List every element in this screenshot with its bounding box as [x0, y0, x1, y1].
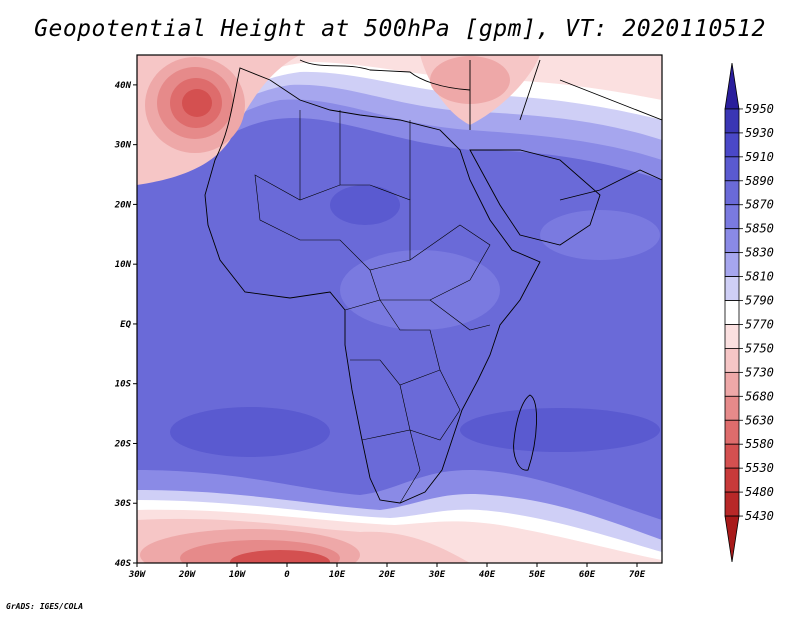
- colorbar-label: 5770: [745, 317, 774, 331]
- x-tick-label: 40E: [479, 570, 496, 580]
- x-tick-label: 30W: [128, 570, 147, 580]
- colorbar-segment: [724, 156, 740, 182]
- colorbar-label: 5790: [745, 294, 774, 308]
- geopotential-field: [137, 55, 662, 563]
- y-tick-label: 40S: [115, 559, 132, 569]
- colorbar-label: 5930: [745, 126, 774, 140]
- y-tick-label: 30S: [114, 499, 132, 509]
- colorbar-label: 5750: [745, 341, 774, 355]
- x-tick-label: 30E: [428, 570, 446, 580]
- colorbar-label: 5580: [745, 437, 774, 451]
- colorbar-label: 5630: [745, 413, 774, 427]
- colorbar-label: 5850: [745, 222, 774, 236]
- colorbar-segment: [724, 348, 740, 373]
- colorbar-label: 5730: [745, 365, 774, 379]
- coastlines: [204, 59, 662, 504]
- colorbar-label: 5830: [745, 246, 774, 260]
- colorbar-segment: [724, 276, 740, 301]
- colorbar-label: 5890: [745, 174, 774, 188]
- colorbar-segment: [724, 62, 740, 110]
- x-axis-ticks: 30W 20W 10W 0 10E 20E 30E 40E 50E 60E 70E: [128, 563, 646, 580]
- y-tick-label: 20N: [114, 200, 132, 210]
- colorbar-segment: [724, 395, 740, 421]
- x-tick-label: 10W: [229, 570, 247, 580]
- colorbar-segment: [724, 180, 740, 206]
- colorbar-label: 5430: [745, 509, 774, 523]
- x-tick-label: 20W: [178, 570, 197, 580]
- colorbar-segment: [724, 515, 740, 563]
- x-tick-label: 70E: [629, 570, 646, 580]
- footer-credit: GrADS: IGES/COLA: [6, 602, 84, 611]
- colorbar-label: 5870: [745, 198, 774, 212]
- x-tick-label: 0: [284, 570, 290, 580]
- map-title: Geopotential Height at 500hPa [gpm], VT:…: [34, 16, 766, 42]
- colorbar-segment: [724, 132, 740, 158]
- colorbar: 5950 5930 5910 5890 5870 5850 5830 5810 5790 5770…: [724, 62, 774, 563]
- country-borders: [254, 110, 491, 504]
- y-tick-label: 40N: [115, 81, 132, 91]
- x-tick-label: 60E: [579, 570, 596, 580]
- y-tick-label: 10N: [115, 260, 132, 270]
- colorbar-segment: [724, 228, 740, 254]
- colorbar-segment: [724, 204, 740, 230]
- colorbar-label: 5530: [745, 461, 774, 475]
- colorbar-label: 5950: [745, 102, 774, 116]
- colorbar-segment: [724, 443, 740, 469]
- colorbar-segment: [724, 467, 740, 493]
- x-tick-label: 10E: [329, 570, 346, 580]
- colorbar-segment: [724, 324, 740, 349]
- colorbar-segment: [724, 491, 740, 517]
- x-tick-label: 20E: [378, 570, 396, 580]
- x-tick-label: 50E: [529, 570, 546, 580]
- y-axis-ticks: 40S 30S 20S 10S EQ 10N 20N 30N 40N: [114, 81, 137, 569]
- colorbar-label: 5810: [745, 270, 774, 284]
- y-tick-label: 30N: [114, 141, 132, 151]
- colorbar-segment: [724, 300, 740, 325]
- y-tick-label: EQ: [120, 320, 131, 330]
- colorbar-segment: [724, 371, 740, 397]
- colorbar-label: 5480: [745, 485, 774, 499]
- colorbar-label: 5680: [745, 389, 774, 403]
- y-tick-label: 20S: [114, 439, 132, 449]
- colorbar-segment: [724, 108, 740, 134]
- y-tick-label: 10S: [115, 380, 132, 390]
- map-frame: [136, 54, 663, 564]
- colorbar-segment: [724, 252, 740, 277]
- colorbar-segment: [724, 419, 740, 445]
- colorbar-label: 5910: [745, 150, 774, 164]
